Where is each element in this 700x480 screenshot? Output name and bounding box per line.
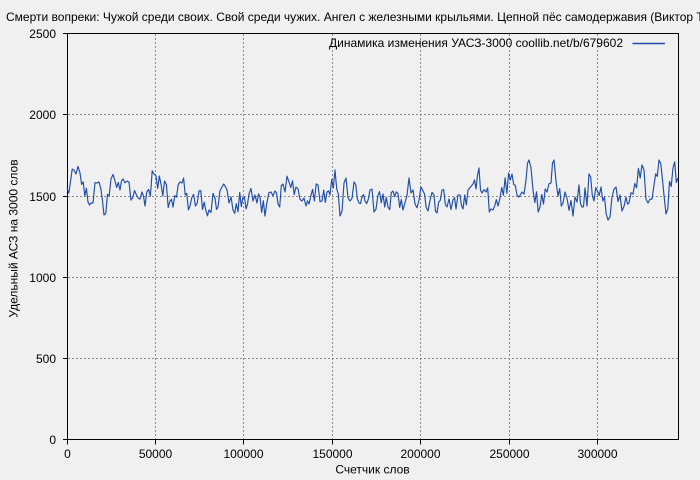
svg-text:1000: 1000 bbox=[29, 271, 56, 285]
svg-text:Смерти вопреки: Чужой среди св: Смерти вопреки: Чужой среди своих. Свой … bbox=[6, 10, 700, 24]
svg-text:0: 0 bbox=[64, 447, 71, 461]
svg-text:500: 500 bbox=[36, 352, 56, 366]
svg-text:Счетчик слов: Счетчик слов bbox=[335, 463, 409, 477]
svg-text:Удельный АСЗ на 3000 слов: Удельный АСЗ на 3000 слов bbox=[7, 159, 21, 317]
svg-text:200000: 200000 bbox=[400, 447, 440, 461]
svg-text:1500: 1500 bbox=[29, 190, 56, 204]
svg-text:100000: 100000 bbox=[223, 447, 263, 461]
svg-text:300000: 300000 bbox=[577, 447, 617, 461]
svg-text:2000: 2000 bbox=[29, 108, 56, 122]
svg-text:250000: 250000 bbox=[489, 447, 529, 461]
svg-text:2500: 2500 bbox=[29, 27, 56, 41]
svg-text:50000: 50000 bbox=[139, 447, 173, 461]
svg-text:Динамика изменения УАСЗ-3000 c: Динамика изменения УАСЗ-3000 coollib.net… bbox=[329, 36, 623, 50]
svg-text:150000: 150000 bbox=[312, 447, 352, 461]
svg-text:0: 0 bbox=[49, 433, 56, 447]
